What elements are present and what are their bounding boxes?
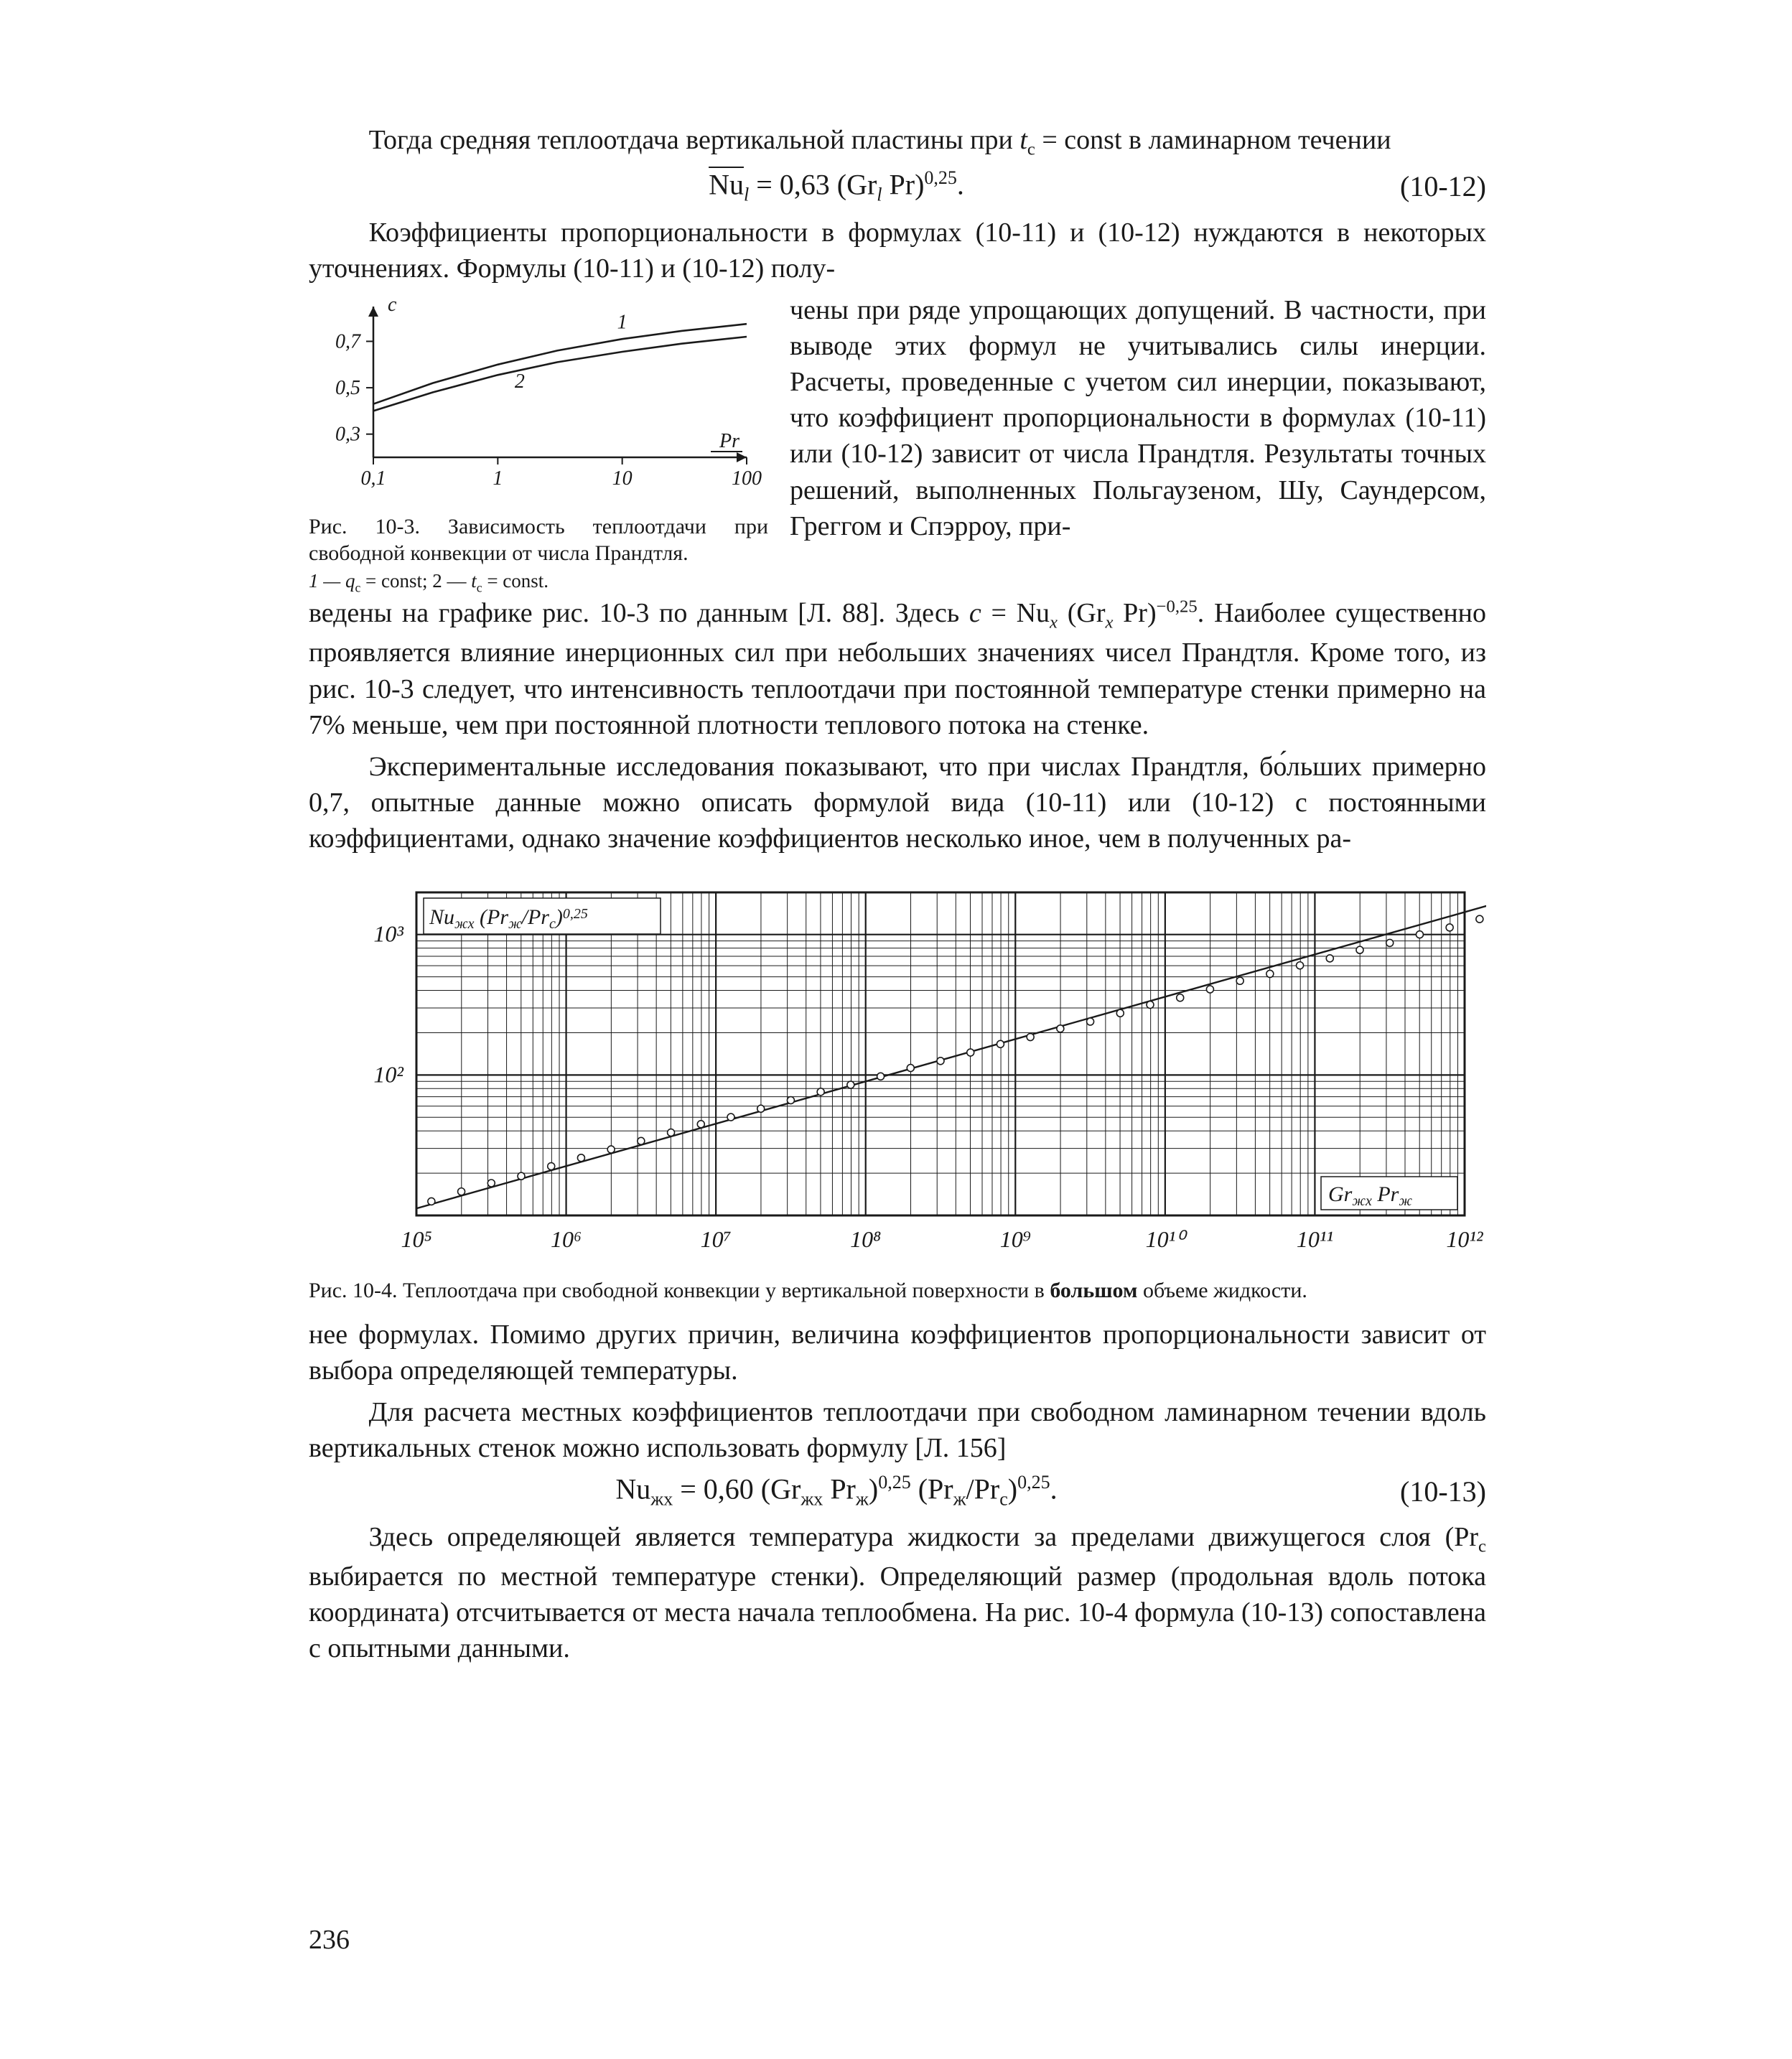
text: . <box>957 169 964 201</box>
exponent: 0,25 <box>878 1472 911 1493</box>
svg-text:0,1: 0,1 <box>361 467 386 490</box>
svg-text:0,5: 0,5 <box>335 377 360 399</box>
equation-number: (10-12) <box>1364 169 1486 203</box>
text: Pr <box>823 1473 856 1505</box>
svg-text:1: 1 <box>617 312 627 334</box>
page-number: 236 <box>309 1924 350 1956</box>
exponent: 0,25 <box>924 167 957 188</box>
svg-text:2: 2 <box>515 370 525 393</box>
sub: с <box>999 1489 1008 1510</box>
svg-text:10²: 10² <box>373 1062 404 1088</box>
figure-caption: Рис. 10-4. Теплоотдача при свободной кон… <box>309 1277 1486 1304</box>
symbol-t: t <box>1019 125 1027 155</box>
symbol-x: x <box>1105 613 1113 632</box>
figure-10-3: 0,3 0,5 0,7 0,1 1 10 100 c Pr 1 2 Рис. 10-3. Завис… <box>309 292 768 595</box>
exponent: −0,25 <box>1157 597 1198 617</box>
chart-svg: 10⁵10⁶10⁷10⁸10⁹10¹⁰10¹¹10¹²10²10³Nuжx (P… <box>309 871 1486 1273</box>
svg-text:10³: 10³ <box>373 921 403 947</box>
text: Здесь определяющей является температура … <box>369 1522 1478 1552</box>
chart-svg: 0,3 0,5 0,7 0,1 1 10 100 c Pr 1 2 <box>309 292 768 508</box>
sub: с <box>1478 1536 1486 1556</box>
text: = 0,63 (Gr <box>749 169 877 201</box>
caption-main: Рис. 10-3. Зависимость теплоотдачи при с… <box>309 515 768 566</box>
text: выбирается по местной температуре стенки… <box>309 1561 1486 1663</box>
paragraph-3-merge: ведены на графике рис. 10-3 по данным [Л… <box>309 595 1486 743</box>
figure-caption: Рис. 10-3. Зависимость теплоотдачи при с… <box>309 513 768 595</box>
text: /Pr <box>966 1473 1000 1505</box>
paragraph-7: Здесь определяющей является температура … <box>309 1519 1486 1667</box>
paragraph-6: Для расчета местных коэффициентов теплоо… <box>309 1394 1486 1466</box>
text: = const; 2 — <box>360 570 471 592</box>
caption-sub: 1 — qс = const; 2 — tс = const. <box>309 570 549 592</box>
svg-text:0,7: 0,7 <box>335 330 361 352</box>
equation-body: Nul = 0,63 (Grl Pr)0,25. <box>309 167 1364 205</box>
text-bold: большом <box>1050 1279 1137 1302</box>
text: t <box>471 570 477 592</box>
page-content: Тогда средняя теплоотдача вертикальной п… <box>309 122 1486 1672</box>
svg-text:10⁵: 10⁵ <box>401 1226 431 1252</box>
symbol-Nu-bar: Nu <box>709 169 744 201</box>
svg-text:Pr: Pr <box>719 430 739 452</box>
text: ) <box>869 1473 878 1505</box>
symbol-l: l <box>877 185 882 205</box>
sub: жx <box>801 1489 823 1510</box>
text: (Gr <box>1058 598 1105 628</box>
text: = const. <box>482 570 549 592</box>
symbol-Nu: Nu <box>615 1473 650 1505</box>
paragraph-4: Экспериментальные исследования показываю… <box>309 749 1486 856</box>
symbol-c: c <box>1027 140 1035 159</box>
paragraph-5: нее формулах. Помимо других причин, вели… <box>309 1317 1486 1388</box>
exponent: 0,25 <box>1017 1472 1050 1493</box>
figure-10-3-row: 0,3 0,5 0,7 0,1 1 10 100 c Pr 1 2 Рис. 10-3. Завис… <box>309 292 1486 595</box>
sub: ж <box>953 1489 966 1510</box>
paragraph-2: Коэффициенты пропорциональности в формул… <box>309 215 1486 286</box>
svg-text:10⁷: 10⁷ <box>701 1226 732 1252</box>
equation-10-12: Nul = 0,63 (Grl Pr)0,25. (10-12) <box>309 167 1486 205</box>
equation-number: (10-13) <box>1364 1475 1486 1508</box>
sub: ж <box>856 1489 869 1510</box>
text: = Nu <box>981 598 1050 628</box>
svg-text:10⁸: 10⁸ <box>850 1226 881 1252</box>
text: с <box>477 580 482 594</box>
text: объеме жидкости. <box>1137 1279 1307 1302</box>
figure-10-4: 10⁵10⁶10⁷10⁸10⁹10¹⁰10¹¹10¹²10²10³Nuжx (P… <box>309 871 1486 1304</box>
symbol-c: c <box>969 598 981 628</box>
text: = 0,60 (Gr <box>673 1473 801 1505</box>
equation-body: Nuжx = 0,60 (Grжx Prж)0,25 (Prж/Prс)0,25… <box>309 1472 1364 1510</box>
text: Рис. 10-4. Теплоотдача при свободной кон… <box>309 1279 1050 1302</box>
text: (Pr <box>911 1473 953 1505</box>
text: ) <box>1008 1473 1017 1505</box>
text: Pr) <box>1113 598 1156 628</box>
paragraph-intro: Тогда средняя теплоотдача вертикальной п… <box>309 122 1486 162</box>
svg-text:10¹⁰: 10¹⁰ <box>1146 1226 1188 1252</box>
svg-text:10⁶: 10⁶ <box>551 1226 582 1252</box>
svg-text:10¹¹: 10¹¹ <box>1297 1226 1333 1252</box>
text: Тогда средняя теплоотдача вертикальной п… <box>369 125 1020 155</box>
text: 1 — q <box>309 570 355 592</box>
svg-text:10¹²: 10¹² <box>1446 1226 1484 1252</box>
text: Pr) <box>882 169 925 201</box>
paragraph-3-right: чены при ряде упрощающих допущений. В ча… <box>790 292 1486 544</box>
text: . <box>1050 1473 1058 1505</box>
equation-10-13: Nuжx = 0,60 (Grжx Prж)0,25 (Prж/Prс)0,25… <box>309 1472 1486 1510</box>
svg-text:100: 100 <box>732 467 762 490</box>
sub: жx <box>650 1489 673 1510</box>
symbol-x: x <box>1050 613 1058 632</box>
svg-text:0,3: 0,3 <box>335 424 360 446</box>
svg-text:c: c <box>388 294 397 316</box>
text: ведены на графике рис. 10-3 по данным [Л… <box>309 598 969 628</box>
svg-text:1: 1 <box>493 467 503 490</box>
svg-text:10: 10 <box>612 467 633 490</box>
text: = const в ламинарном течении <box>1035 125 1391 155</box>
svg-text:10⁹: 10⁹ <box>1000 1226 1031 1252</box>
